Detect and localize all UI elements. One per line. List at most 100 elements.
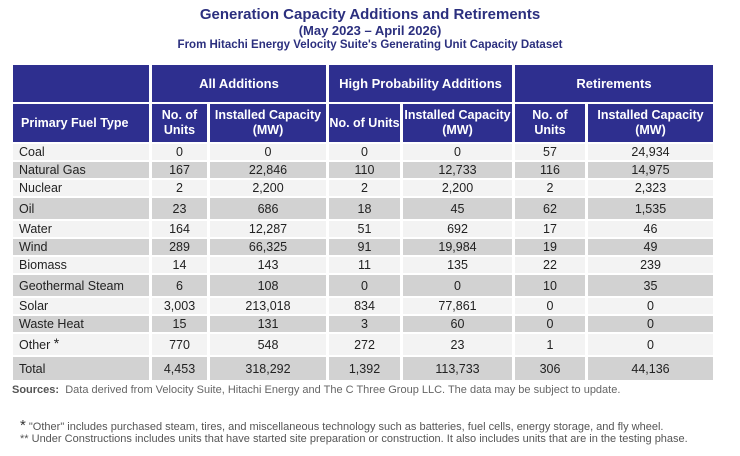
- fuel-type-label: Nuclear: [19, 181, 63, 195]
- units-cell: 0: [329, 144, 400, 160]
- units-cell: 6: [152, 275, 207, 296]
- table-row: Waste Heat 15 131 3 60 0 0: [13, 316, 713, 332]
- capacity-table: All Additions High Probability Additions…: [10, 63, 716, 382]
- fuel-type-cell: Nuclear: [13, 180, 149, 196]
- header-fuel-type: Primary Fuel Type: [13, 104, 149, 142]
- capacity-cell: 548: [210, 334, 326, 355]
- fuel-type-cell: Solar: [13, 298, 149, 314]
- units-cell: 1,392: [329, 357, 400, 380]
- total-row: Total 4,453 318,292 1,392 113,733 306 44,136: [13, 357, 713, 380]
- units-cell: 3,003: [152, 298, 207, 314]
- units-cell: 834: [329, 298, 400, 314]
- header-blank: [13, 65, 149, 102]
- footnote-text: "Other" includes purchased steam, tires,…: [28, 421, 664, 433]
- capacity-cell: 2,200: [210, 180, 326, 196]
- fuel-type-label: Solar: [19, 299, 49, 313]
- group-all-additions: All Additions: [152, 65, 326, 102]
- header-installed-capacity: Installed Capacity (MW): [403, 104, 512, 142]
- capacity-cell: 24,934: [588, 144, 713, 160]
- units-cell: 91: [329, 239, 400, 255]
- capacity-cell: 49: [588, 239, 713, 255]
- fuel-type-cell: Water: [13, 221, 149, 237]
- units-cell: 2: [329, 180, 400, 196]
- header-no-of-units: No. of Units: [329, 104, 400, 142]
- capacity-cell: 12,733: [403, 162, 512, 178]
- capacity-cell: 131: [210, 316, 326, 332]
- group-high-probability: High Probability Additions: [329, 65, 512, 102]
- table-row: Wind 289 66,325 91 19,984 19 49: [13, 239, 713, 255]
- units-cell: 164: [152, 221, 207, 237]
- table-row: Coal 0 0 0 0 57 24,934: [13, 144, 713, 160]
- capacity-cell: 686: [210, 198, 326, 219]
- capacity-cell: 0: [588, 316, 713, 332]
- fuel-type-label: Geothermal Steam: [19, 278, 124, 293]
- capacity-cell: 22,846: [210, 162, 326, 178]
- fuel-type-label: Water: [19, 222, 52, 236]
- capacity-cell: 318,292: [210, 357, 326, 380]
- footnote-other: * "Other" includes purchased steam, tire…: [20, 417, 663, 434]
- dataset-source: From Hitachi Energy Velocity Suite's Gen…: [177, 39, 563, 51]
- units-cell: 23: [152, 198, 207, 219]
- units-cell: 11: [329, 257, 400, 273]
- table-row: Geothermal Steam 6 108 0 0 10 35: [13, 275, 713, 296]
- units-cell: 14: [152, 257, 207, 273]
- capacity-cell: 113,733: [403, 357, 512, 380]
- units-cell: 1: [515, 334, 585, 355]
- fuel-type-cell: Oil: [13, 198, 149, 219]
- capacity-cell: 0: [403, 144, 512, 160]
- capacity-cell: 213,018: [210, 298, 326, 314]
- title: Generation Capacity Additions and Retire…: [199, 6, 541, 23]
- units-cell: 2: [515, 180, 585, 196]
- units-cell: 3: [329, 316, 400, 332]
- footnote-marker: *: [53, 334, 60, 351]
- units-cell: 0: [515, 298, 585, 314]
- capacity-cell: 0: [588, 298, 713, 314]
- table-row: Oil 23 686 18 45 62 1,535: [13, 198, 713, 219]
- header-installed-capacity: Installed Capacity (MW): [588, 104, 713, 142]
- table-row: Other * 770 548 272 23 1 0: [13, 334, 713, 355]
- fuel-type-label: Coal: [19, 145, 45, 159]
- fuel-type-cell: Total: [13, 357, 149, 380]
- table-row: Biomass 14 143 11 135 22 239: [13, 257, 713, 273]
- table-row: Water 164 12,287 51 692 17 46: [13, 221, 713, 237]
- capacity-cell: 0: [588, 334, 713, 355]
- capacity-cell: 45: [403, 198, 512, 219]
- capacity-cell: 239: [588, 257, 713, 273]
- units-cell: 0: [515, 316, 585, 332]
- fuel-type-cell: Wind: [13, 239, 149, 255]
- header-no-of-units: No. of Units: [152, 104, 207, 142]
- fuel-type-label: Total: [19, 361, 46, 376]
- footnote-mark: **: [20, 433, 29, 445]
- capacity-cell: 2,323: [588, 180, 713, 196]
- fuel-type-cell: Coal: [13, 144, 149, 160]
- footnote-text: Under Constructions includes units that …: [31, 433, 688, 445]
- footnote-under-construction: ** Under Constructions includes units th…: [20, 433, 688, 445]
- fuel-type-cell: Waste Heat: [13, 316, 149, 332]
- units-cell: 57: [515, 144, 585, 160]
- capacity-cell: 19,984: [403, 239, 512, 255]
- units-cell: 18: [329, 198, 400, 219]
- units-cell: 272: [329, 334, 400, 355]
- header-no-of-units: No. of Units: [515, 104, 585, 142]
- capacity-cell: 35: [588, 275, 713, 296]
- fuel-type-label: Natural Gas: [19, 163, 86, 177]
- capacity-cell: 46: [588, 221, 713, 237]
- capacity-cell: 14,975: [588, 162, 713, 178]
- fuel-type-label: Other: [19, 337, 51, 352]
- units-cell: 4,453: [152, 357, 207, 380]
- fuel-type-cell: Other *: [13, 334, 149, 355]
- footnote-mark: *: [20, 417, 26, 434]
- capacity-cell: 108: [210, 275, 326, 296]
- capacity-cell: 0: [403, 275, 512, 296]
- fuel-type-cell: Biomass: [13, 257, 149, 273]
- table-row: Nuclear 2 2,200 2 2,200 2 2,323: [13, 180, 713, 196]
- fuel-type-cell: Geothermal Steam: [13, 275, 149, 296]
- fuel-type-cell: Natural Gas: [13, 162, 149, 178]
- title-block: Generation Capacity Additions and Retire…: [0, 6, 740, 53]
- capacity-cell: 143: [210, 257, 326, 273]
- units-cell: 306: [515, 357, 585, 380]
- capacity-cell: 12,287: [210, 221, 326, 237]
- capacity-cell: 23: [403, 334, 512, 355]
- capacity-cell: 692: [403, 221, 512, 237]
- capacity-cell: 60: [403, 316, 512, 332]
